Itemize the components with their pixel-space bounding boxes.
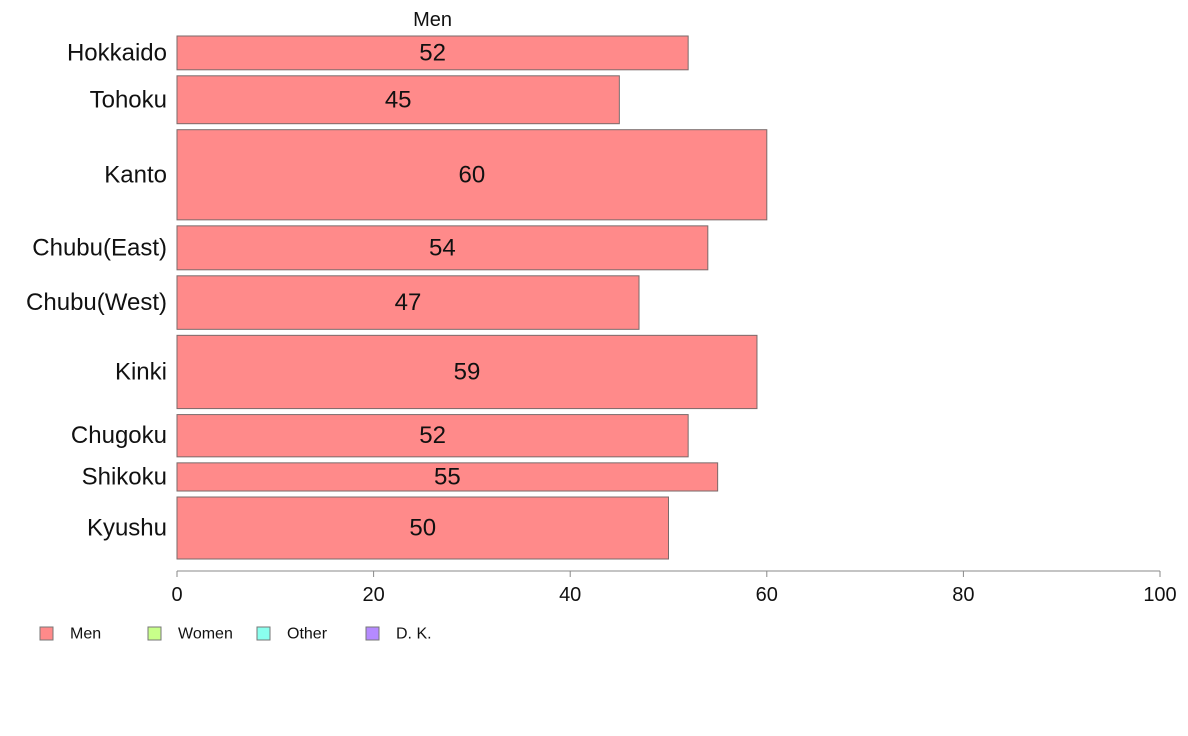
data-label: 52: [419, 39, 446, 66]
data-label: 60: [459, 161, 486, 188]
bar-chubu-west-: [176, 275, 640, 330]
data-label: 55: [434, 463, 461, 490]
x-tick-label: 20: [362, 584, 384, 606]
data-label: 50: [409, 515, 436, 542]
bars-group: 52 Hokkaido 45 Tohoku 60 Kanto 54 Chubu(East) 47…: [26, 35, 768, 560]
data-label: 52: [419, 422, 446, 449]
chart-title: Men: [413, 9, 452, 31]
data-label: 54: [429, 234, 456, 261]
legend-swatch: [147, 626, 162, 641]
category-label: Chugoku: [71, 422, 167, 449]
bar-hokkaido: [176, 35, 689, 71]
x-tick-label: 0: [171, 584, 182, 606]
x-tick-label: 80: [952, 584, 974, 606]
bar-kinki: [176, 334, 758, 410]
legend-swatch: [39, 626, 54, 641]
legend-label: Other: [287, 626, 328, 643]
bar-kyushu: [176, 496, 669, 560]
legend-label: Women: [178, 626, 233, 643]
category-label: Chubu(East): [32, 234, 167, 261]
category-label: Kyushu: [87, 515, 167, 542]
bar-kanto: [176, 129, 768, 221]
x-axis: 0 20 40 60 80 100: [171, 570, 1177, 606]
data-label: 45: [385, 86, 412, 113]
category-label: Chubu(West): [26, 289, 167, 316]
bar-chubu-east-: [176, 225, 709, 271]
legend-label: D. K.: [396, 626, 432, 643]
bar-shikoku: [176, 462, 719, 492]
x-tick-label: 100: [1143, 584, 1176, 606]
legend-swatch: [256, 626, 271, 641]
category-label: Kanto: [104, 161, 167, 188]
bar-chugoku: [176, 414, 689, 458]
bar-tohoku: [176, 75, 620, 125]
legend-label: Men: [70, 626, 101, 643]
category-label: Shikoku: [82, 463, 167, 490]
legend-swatch: [365, 626, 380, 641]
x-tick-label: 60: [756, 584, 778, 606]
data-label: 47: [395, 289, 422, 316]
data-label: 59: [454, 358, 481, 385]
category-label: Kinki: [115, 358, 167, 385]
legend: Men Women Other D. K.: [39, 626, 432, 643]
x-tick-label: 40: [559, 584, 581, 606]
category-label: Hokkaido: [67, 39, 167, 66]
category-label: Tohoku: [90, 86, 167, 113]
